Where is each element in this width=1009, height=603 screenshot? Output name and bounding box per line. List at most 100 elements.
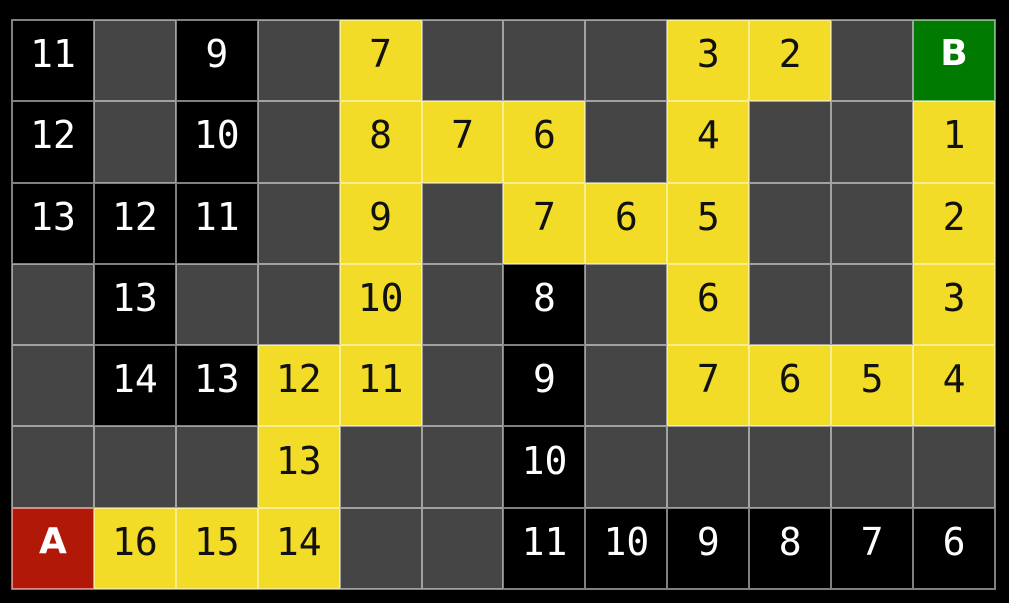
cell-r4-c9[interactable]: 6: [667, 263, 750, 346]
cell-r5-c4[interactable]: 12: [257, 345, 340, 427]
cell-r3-c7[interactable]: 7: [503, 182, 586, 264]
cell-r6-c7[interactable]: 10: [503, 426, 586, 508]
cell-r5-c3[interactable]: 13: [175, 345, 258, 427]
cell-r1-c2[interactable]: [93, 20, 176, 102]
distance-label: 11: [30, 32, 76, 77]
distance-label: 7: [369, 32, 393, 77]
cell-r6-c4[interactable]: 13: [257, 426, 340, 508]
cell-r5-c9[interactable]: 7: [667, 345, 750, 427]
cell-r4-c7[interactable]: 8: [503, 263, 586, 346]
cell-r7-c7[interactable]: 11: [503, 507, 586, 589]
cell-r2-c3[interactable]: 10: [175, 101, 258, 183]
cell-r6-c12[interactable]: [913, 426, 995, 508]
distance-label: 5: [696, 194, 720, 239]
cell-r2-c8[interactable]: [585, 101, 668, 183]
distance-label: 13: [275, 438, 322, 483]
cell-r3-c8[interactable]: 6: [585, 182, 668, 264]
cell-r6-c6[interactable]: [421, 426, 504, 508]
distance-label: 13: [111, 275, 158, 320]
cell-r1-c10[interactable]: 2: [749, 20, 832, 102]
distance-label: 7: [860, 519, 884, 564]
cell-r5-c12[interactable]: 4: [913, 345, 995, 427]
distance-label: 11: [521, 519, 568, 564]
cell-r1-c3[interactable]: 9: [175, 20, 258, 102]
cell-r3-c3[interactable]: 11: [175, 182, 258, 264]
cell-r6-c3[interactable]: [175, 426, 258, 508]
cell-r3-c6[interactable]: [421, 182, 504, 264]
cell-r5-c5[interactable]: 11: [339, 345, 422, 427]
cell-r3-c1[interactable]: 13: [12, 182, 94, 264]
distance-label: 11: [193, 194, 240, 239]
cell-r4-c5[interactable]: 10: [339, 263, 422, 346]
cell-r4-c8[interactable]: [585, 263, 668, 346]
distance-label: 6: [942, 519, 966, 564]
cell-r1-c11[interactable]: [831, 20, 914, 102]
cell-r4-c3[interactable]: [175, 263, 258, 346]
cell-r4-c4[interactable]: [257, 263, 340, 346]
cell-r1-c8[interactable]: [585, 20, 668, 102]
distance-label: 8: [778, 519, 802, 564]
cell-r7-c5[interactable]: [339, 507, 422, 589]
cell-r2-c4[interactable]: [257, 101, 340, 183]
cell-r6-c8[interactable]: [585, 426, 668, 508]
cell-r7-c6[interactable]: [421, 507, 504, 589]
cell-r4-c1[interactable]: [12, 263, 94, 346]
cell-r3-c9[interactable]: 5: [667, 182, 750, 264]
cell-r7-c9[interactable]: 9: [667, 507, 750, 589]
cell-r3-c5[interactable]: 9: [339, 182, 422, 264]
cell-r2-c2[interactable]: [93, 101, 176, 183]
cell-r4-c2[interactable]: 13: [93, 263, 176, 346]
cell-r4-c11[interactable]: [831, 263, 914, 346]
cell-r4-c12[interactable]: 3: [913, 263, 995, 346]
cell-r6-c10[interactable]: [749, 426, 832, 508]
cell-r3-c11[interactable]: [831, 182, 914, 264]
cell-r3-c10[interactable]: [749, 182, 832, 264]
cell-r7-c3[interactable]: 15: [175, 507, 258, 589]
distance-label: 9: [533, 357, 556, 402]
cell-r6-c9[interactable]: [667, 426, 750, 508]
cell-r7-c10[interactable]: 8: [749, 507, 832, 589]
cell-r4-c6[interactable]: [421, 263, 504, 346]
cell-r7-c8[interactable]: 10: [585, 507, 668, 589]
cell-r1-c9[interactable]: 3: [667, 20, 750, 102]
cell-r2-c9[interactable]: 4: [667, 101, 750, 183]
cell-r5-c11[interactable]: 5: [831, 345, 914, 427]
distance-label: 6: [533, 113, 556, 158]
cell-r5-c1[interactable]: [12, 345, 94, 427]
distance-label: 10: [193, 113, 240, 158]
cell-r4-c10[interactable]: [749, 263, 832, 346]
cell-r2-c7[interactable]: 6: [503, 101, 586, 183]
cell-r5-c6[interactable]: [421, 345, 504, 427]
cell-r7-c4[interactable]: 14: [257, 507, 340, 589]
distance-label: 9: [205, 32, 229, 77]
cell-r5-c8[interactable]: [585, 345, 668, 427]
distance-label: 14: [275, 519, 322, 564]
cell-r2-c1[interactable]: 12: [12, 101, 94, 183]
cell-r2-c10[interactable]: [749, 101, 832, 183]
cell-r2-c5[interactable]: 8: [339, 101, 422, 183]
cell-r2-c6[interactable]: 7: [421, 101, 504, 183]
cell-r5-c10[interactable]: 6: [749, 345, 832, 427]
cell-r5-c2[interactable]: 14: [93, 345, 176, 427]
cell-r3-c4[interactable]: [257, 182, 340, 264]
cell-r3-c2[interactable]: 12: [93, 182, 176, 264]
cell-r1-c1[interactable]: 11: [12, 20, 94, 102]
cell-r3-c12[interactable]: 2: [913, 182, 995, 264]
cell-r6-c11[interactable]: [831, 426, 914, 508]
cell-r2-c12[interactable]: 1: [913, 101, 995, 183]
cell-r7-c12[interactable]: 6: [913, 507, 995, 589]
cell-r6-c5[interactable]: [339, 426, 422, 508]
start-cell-A[interactable]: A: [12, 507, 94, 589]
distance-label: 12: [30, 113, 76, 158]
cell-r1-c6[interactable]: [421, 20, 504, 102]
cell-r2-c11[interactable]: [831, 101, 914, 183]
cell-r5-c7[interactable]: 9: [503, 345, 586, 427]
goal-cell-B[interactable]: B: [913, 20, 995, 102]
cell-r1-c7[interactable]: [503, 20, 586, 102]
cell-r6-c1[interactable]: [12, 426, 94, 508]
cell-r7-c2[interactable]: 16: [93, 507, 176, 589]
cell-r6-c2[interactable]: [93, 426, 176, 508]
cell-r7-c11[interactable]: 7: [831, 507, 914, 589]
cell-r1-c4[interactable]: [257, 20, 340, 102]
cell-r1-c5[interactable]: 7: [339, 20, 422, 102]
